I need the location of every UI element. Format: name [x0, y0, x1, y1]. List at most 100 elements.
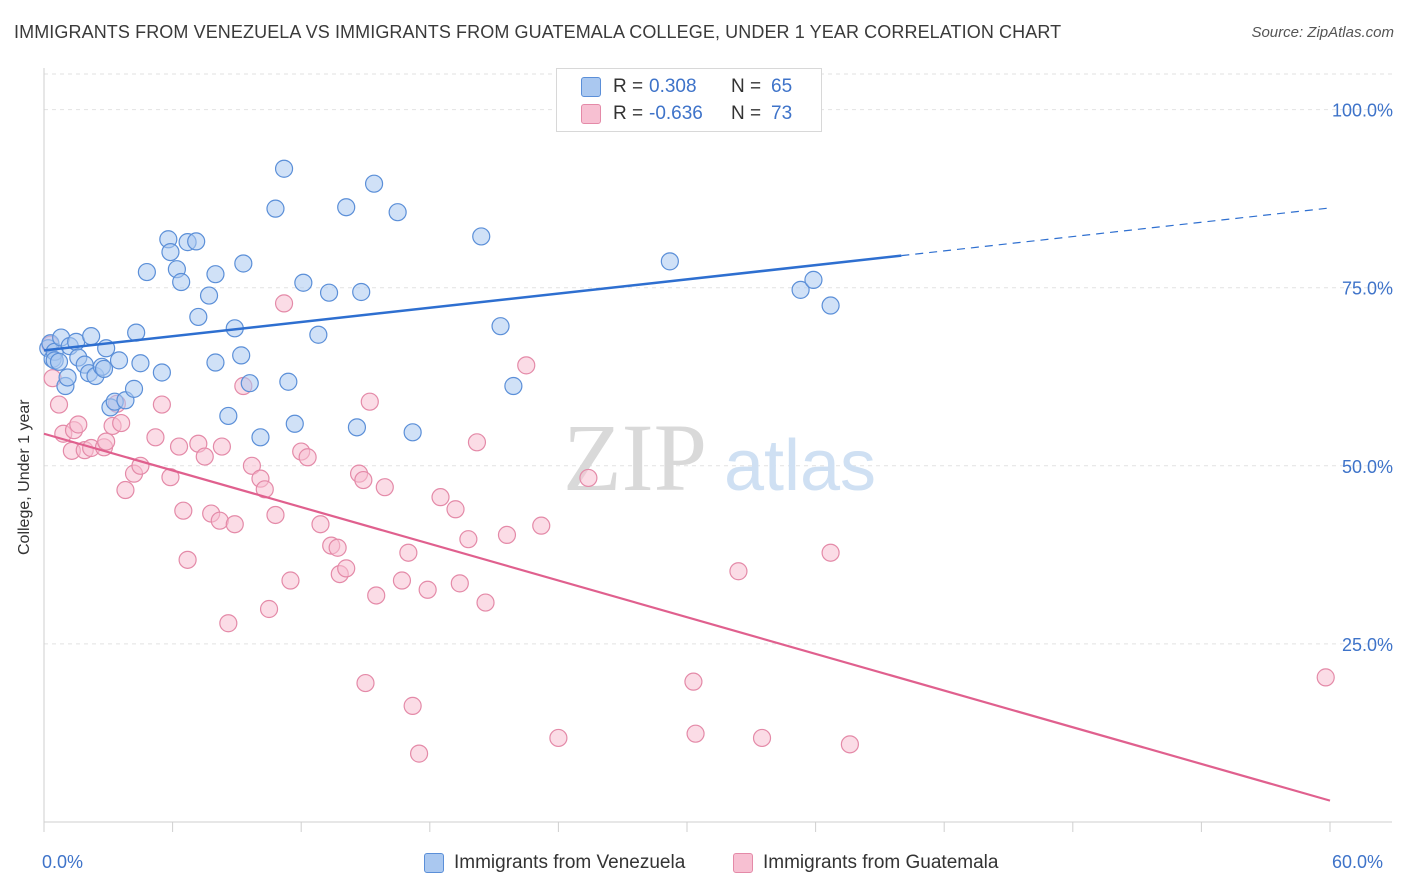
- venezuela-point: [504, 376, 523, 396]
- guatemala-point: [392, 571, 412, 590]
- guatemala-point: [752, 728, 772, 748]
- guatemala-point: [219, 614, 238, 633]
- guatemala-point: [367, 586, 386, 605]
- guatemala-point: [69, 415, 88, 434]
- venezuela-point: [187, 232, 206, 251]
- venezuela-point: [124, 379, 144, 398]
- guatemala-point: [532, 516, 551, 535]
- guatemala-point: [375, 478, 394, 497]
- n-value: 73: [771, 103, 793, 124]
- guatemala-point: [467, 433, 487, 452]
- venezuela-point: [804, 270, 823, 289]
- guatemala-point: [116, 480, 135, 500]
- y-tick-labels: 25.0% 50.0% 75.0% 100.0%: [1332, 101, 1393, 655]
- venezuela-point: [491, 317, 510, 336]
- r-label: R =: [613, 76, 644, 97]
- venezuela-point: [58, 368, 77, 387]
- guatemala-point: [174, 501, 193, 520]
- guatemala-swatch: [581, 104, 601, 124]
- guatemala-point: [49, 395, 69, 414]
- guatemala-point: [450, 574, 469, 593]
- watermark-zip: ZIP: [563, 404, 707, 511]
- guatemala-point: [298, 448, 317, 467]
- guatemala-point: [684, 672, 703, 691]
- venezuela-point: [206, 265, 225, 284]
- venezuela-point: [472, 227, 491, 246]
- venezuela-point: [279, 372, 298, 391]
- guatemala-point: [409, 744, 429, 763]
- guatemala-point: [446, 500, 465, 519]
- guatemala-point: [112, 413, 131, 433]
- venezuela-point: [660, 252, 679, 271]
- venezuela-point: [199, 286, 219, 305]
- guatemala-point: [178, 550, 197, 569]
- guatemala-point: [169, 437, 189, 456]
- venezuela-point: [219, 406, 238, 426]
- legend-item-guatemala: Immigrants from Guatemala: [733, 852, 998, 874]
- trend-lines: [43, 207, 1331, 802]
- guatemala-point: [212, 437, 231, 456]
- venezuela-point: [161, 242, 180, 262]
- chart-title: IMMIGRANTS FROM VENEZUELA VS IMMIGRANTS …: [14, 22, 1062, 42]
- guatemala-point: [360, 392, 379, 411]
- venezuela-point: [347, 418, 367, 437]
- guatemala-point: [476, 593, 495, 612]
- guatemala-point: [1316, 668, 1335, 687]
- guatemala-point: [686, 724, 705, 743]
- r-label: R =: [613, 103, 644, 124]
- venezuela-point: [319, 283, 339, 302]
- guatemala-point: [274, 294, 294, 313]
- venezuela-point: [206, 353, 225, 372]
- venezuela-point: [285, 414, 304, 433]
- venezuela-point: [131, 354, 150, 373]
- venezuela-swatch: [581, 77, 601, 97]
- r-value: 0.308: [649, 76, 697, 97]
- guatemala-legend-swatch: [733, 853, 753, 873]
- venezuela-point: [152, 363, 171, 382]
- venezuela-point: [791, 280, 810, 299]
- guatemala-point: [259, 599, 279, 619]
- guatemala-point: [337, 559, 356, 578]
- venezuela-point: [337, 198, 356, 217]
- guatemala-point: [152, 395, 171, 414]
- n-value: 65: [771, 76, 793, 97]
- venezuela-point: [137, 262, 156, 282]
- r-value: -0.636: [649, 103, 703, 124]
- venezuela-point: [82, 327, 101, 346]
- watermark: ZIP atlas: [563, 404, 876, 511]
- guatemala-point: [146, 428, 165, 447]
- venezuela-point: [94, 359, 114, 379]
- guatemala-point: [497, 525, 517, 545]
- n-label: N =: [731, 76, 762, 97]
- guatemala-points: [41, 294, 1335, 763]
- y-tick-label: 50.0%: [1342, 457, 1393, 477]
- correlation-legend: R = 0.308 N = 65 R = -0.636 N = 73: [556, 68, 822, 132]
- y-tick-label: 75.0%: [1342, 279, 1393, 299]
- guatemala-point: [328, 538, 347, 557]
- guatemala-point: [579, 468, 598, 488]
- venezuela-point: [266, 199, 285, 218]
- venezuela-point: [240, 374, 259, 393]
- guatemala-point: [210, 511, 229, 530]
- venezuela-point: [234, 254, 253, 273]
- guatemala-point: [431, 488, 450, 507]
- venezuela-trend-line: [43, 254, 902, 352]
- venezuela-legend-label: Immigrants from Venezuela: [454, 852, 686, 873]
- venezuela-point: [294, 273, 313, 292]
- guatemala-trend-line: [43, 432, 1331, 802]
- venezuela-point: [49, 352, 69, 371]
- guatemala-point: [459, 530, 478, 549]
- venezuela-point: [251, 428, 270, 447]
- n-label: N =: [731, 103, 762, 124]
- venezuela-trend-extension: [901, 207, 1331, 257]
- guatemala-point: [354, 470, 373, 490]
- guatemala-point: [311, 515, 330, 534]
- guatemala-point: [281, 571, 300, 590]
- venezuela-point: [352, 282, 371, 302]
- guatemala-point: [418, 580, 437, 599]
- venezuela-legend-swatch: [424, 853, 444, 873]
- guatemala-point: [266, 505, 285, 525]
- axes: [43, 68, 1392, 832]
- guatemala-point: [195, 447, 214, 466]
- venezuela-point: [189, 307, 208, 327]
